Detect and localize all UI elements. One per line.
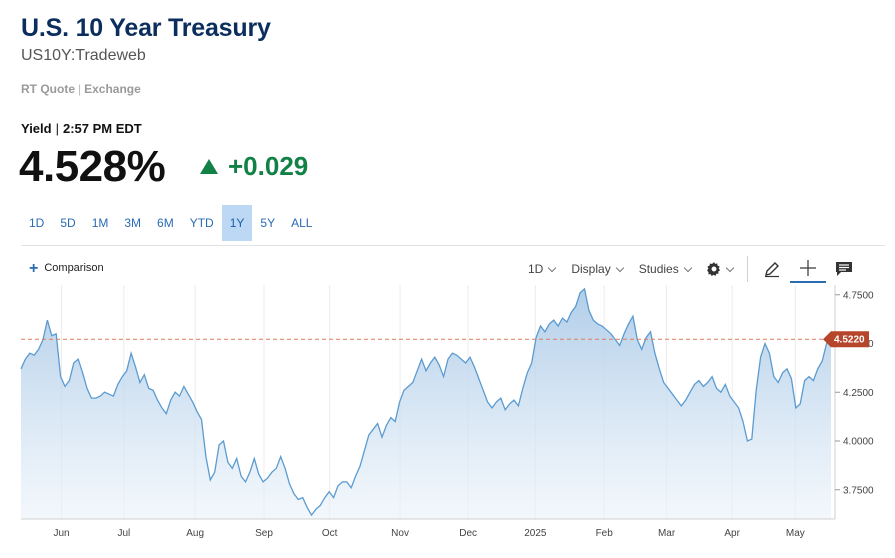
x-tick-label: Jul (117, 528, 130, 539)
range-button-1y[interactable]: 1Y (221, 205, 253, 241)
x-tick-label: Sep (255, 528, 273, 539)
reference-badge-text: 4.5220 (834, 335, 865, 346)
comment-icon (835, 262, 852, 276)
divider (21, 245, 885, 246)
range-button-3m[interactable]: 3M (124, 216, 142, 230)
interval-label: 1D (528, 262, 544, 276)
page-title: U.S. 10 Year Treasury (21, 14, 271, 42)
studies-label: Studies (638, 262, 679, 276)
x-tick-label: Dec (459, 528, 477, 539)
x-tick-label: Feb (596, 528, 614, 539)
separator: | (78, 82, 82, 96)
quote-type-label: RT Quote (21, 82, 75, 96)
x-axis: Jun Jul Aug Sep Oct Nov Dec 2025 Feb Mar Apr May (21, 518, 835, 539)
x-tick-label: 2025 (524, 528, 547, 539)
y-tick-label: 4.7500 (843, 290, 874, 301)
range-button-1d[interactable]: 1D (29, 216, 45, 230)
y-tick-label: 4.2500 (843, 388, 874, 399)
interval-dropdown[interactable]: 1D (520, 255, 563, 283)
chart-toolbar: 1D Display Studies (520, 255, 862, 283)
plus-icon: + (29, 259, 39, 277)
reference-price-badge: 4.5220 (823, 331, 869, 348)
quote-source-label: Exchange (84, 82, 141, 96)
x-tick-label: Mar (658, 528, 676, 539)
y-tick-label: 4.0000 (843, 437, 874, 448)
comment-button[interactable] (826, 255, 862, 283)
quote-type: RT Quote | Exchange (21, 82, 141, 96)
gear-icon (706, 262, 720, 276)
chevron-down-icon (615, 263, 624, 272)
draw-button[interactable] (754, 255, 790, 283)
price-value: 4.528% (19, 142, 166, 191)
display-label: Display (571, 262, 611, 276)
range-button-1m[interactable]: 1M (91, 216, 109, 230)
x-tick-label: Apr (724, 528, 740, 539)
chart-series-line (20, 287, 832, 517)
range-selector: 1D 5D 1M 3M 6M YTD 1Y 5Y ALL (21, 205, 320, 241)
y-tick-label: 3.7500 (843, 485, 874, 496)
separator: | (55, 121, 59, 136)
chevron-down-icon (548, 263, 557, 272)
range-button-all[interactable]: ALL (291, 216, 313, 230)
x-tick-label: May (786, 528, 805, 539)
range-button-5y[interactable]: 5Y (260, 216, 276, 230)
x-tick-label: Oct (322, 528, 338, 539)
range-button-ytd[interactable]: YTD (189, 216, 214, 230)
yield-row: Yield | 2:57 PM EDT (21, 121, 142, 136)
price-change: +0.029 (200, 151, 308, 182)
toolbar-divider (746, 256, 748, 282)
x-tick-label: Nov (391, 528, 409, 539)
change-value: +0.029 (228, 151, 309, 181)
chevron-down-icon (725, 263, 734, 272)
x-tick-label: Aug (186, 528, 204, 539)
range-button-6m[interactable]: 6M (157, 216, 174, 230)
symbol-label: US10Y:Tradeweb (21, 47, 146, 64)
range-button-5d[interactable]: 5D (60, 216, 76, 230)
crosshair-button[interactable] (789, 255, 826, 283)
x-tick-label: Jun (53, 528, 69, 539)
chart-area-fill (21, 288, 831, 519)
crosshair-icon (799, 260, 816, 276)
reference-badge-bg (823, 331, 869, 348)
triangle-up-icon (200, 159, 218, 174)
comparison-button[interactable]: + Comparison (29, 259, 104, 277)
yield-label: Yield (21, 121, 52, 136)
studies-dropdown[interactable]: Studies (631, 255, 699, 283)
yield-time: 2:57 PM EDT (62, 121, 142, 136)
pencil-icon (764, 262, 779, 278)
chevron-down-icon (683, 263, 692, 272)
settings-dropdown[interactable] (699, 255, 741, 283)
display-dropdown[interactable]: Display (563, 255, 630, 283)
comparison-label: Comparison (44, 262, 104, 274)
